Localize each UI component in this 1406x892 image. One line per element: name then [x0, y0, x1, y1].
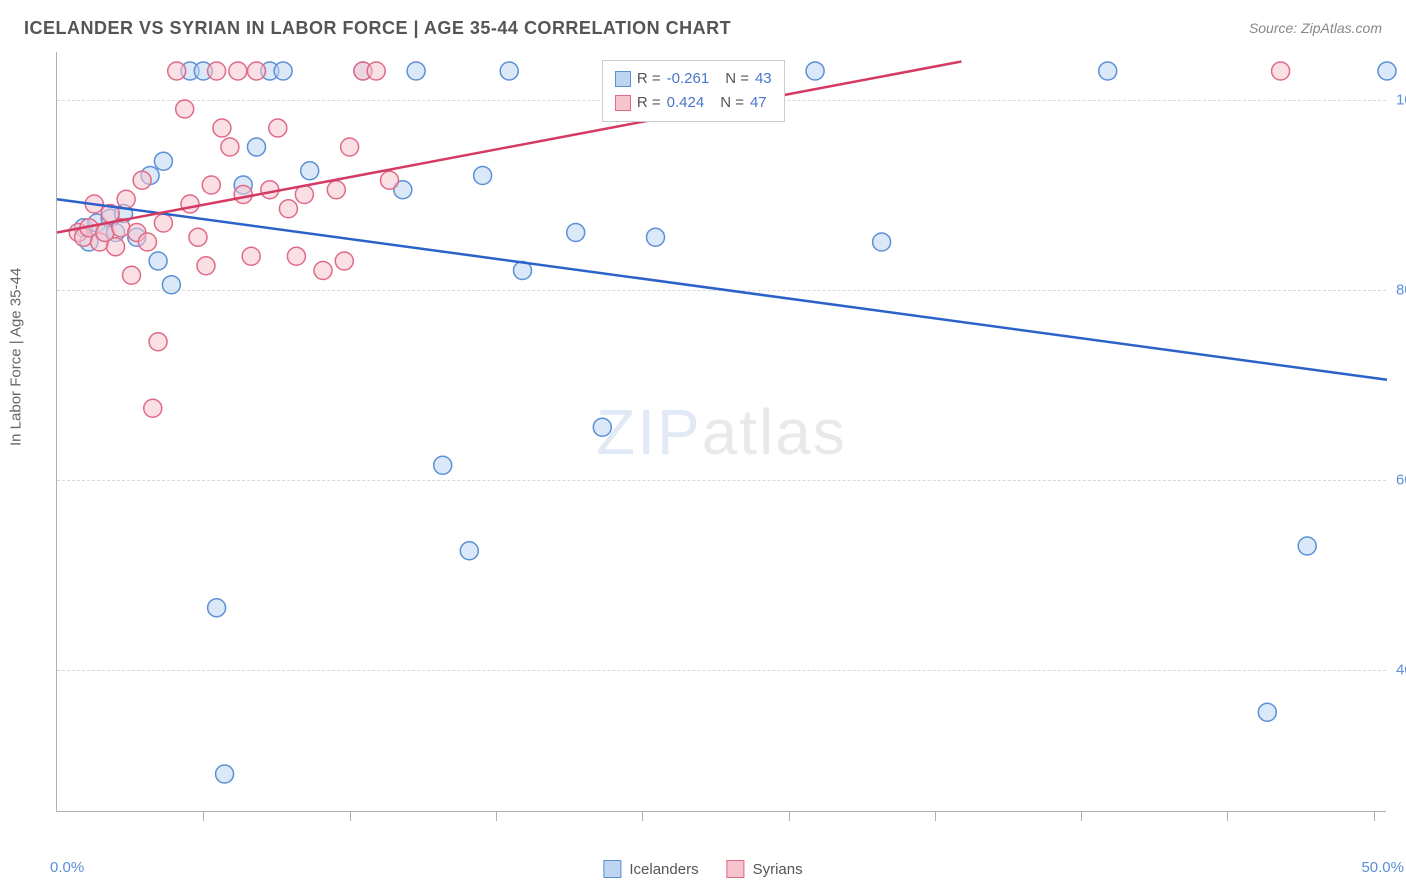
scatter-point: [242, 247, 260, 265]
legend-r-label: R =: [637, 67, 661, 91]
x-tick: [642, 811, 643, 821]
legend-r-value: 0.424: [667, 91, 705, 115]
legend-n-value: 47: [750, 91, 767, 115]
scatter-point: [647, 228, 665, 246]
scatter-point: [1272, 62, 1290, 80]
legend-n-value: 43: [755, 67, 772, 91]
scatter-svg: [57, 52, 1386, 811]
legend-n-label: N =: [725, 67, 749, 91]
scatter-point: [287, 247, 305, 265]
scatter-point: [221, 138, 239, 156]
scatter-point: [301, 162, 319, 180]
x-tick: [935, 811, 936, 821]
scatter-point: [261, 181, 279, 199]
x-tick: [789, 811, 790, 821]
x-axis-start-label: 0.0%: [50, 859, 84, 876]
legend-r-label: R =: [637, 91, 661, 115]
scatter-point: [1298, 537, 1316, 555]
scatter-point: [154, 214, 172, 232]
legend-n-label: N =: [720, 91, 744, 115]
scatter-point: [144, 399, 162, 417]
scatter-point: [208, 599, 226, 617]
scatter-point: [274, 62, 292, 80]
series-legend-item: Icelanders: [603, 860, 698, 878]
scatter-point: [314, 262, 332, 280]
x-tick: [350, 811, 351, 821]
scatter-point: [381, 171, 399, 189]
scatter-point: [117, 190, 135, 208]
scatter-point: [593, 418, 611, 436]
scatter-point: [327, 181, 345, 199]
scatter-point: [216, 765, 234, 783]
scatter-point: [138, 233, 156, 251]
scatter-point: [197, 257, 215, 275]
series-legend: Icelanders Syrians: [603, 860, 802, 878]
x-tick: [1374, 811, 1375, 821]
y-tick-label: 60.0%: [1396, 471, 1406, 488]
legend-row: R =-0.261 N =43: [615, 67, 772, 91]
series-legend-label: Icelanders: [629, 861, 698, 878]
y-axis-title: In Labor Force | Age 35-44: [8, 268, 25, 446]
scatter-point: [154, 152, 172, 170]
scatter-point: [873, 233, 891, 251]
legend-swatch: [615, 71, 631, 87]
scatter-point: [1258, 703, 1276, 721]
scatter-point: [460, 542, 478, 560]
legend-swatch: [603, 860, 621, 878]
x-tick: [496, 811, 497, 821]
scatter-point: [176, 100, 194, 118]
trend-line: [57, 199, 1387, 380]
scatter-point: [367, 62, 385, 80]
legend-r-value: -0.261: [667, 67, 710, 91]
scatter-point: [341, 138, 359, 156]
scatter-point: [295, 186, 313, 204]
legend-swatch: [727, 860, 745, 878]
scatter-point: [806, 62, 824, 80]
scatter-point: [189, 228, 207, 246]
scatter-point: [434, 456, 452, 474]
scatter-point: [162, 276, 180, 294]
scatter-point: [567, 224, 585, 242]
scatter-point: [335, 252, 353, 270]
scatter-point: [208, 62, 226, 80]
scatter-point: [1099, 62, 1117, 80]
series-legend-item: Syrians: [727, 860, 803, 878]
scatter-point: [229, 62, 247, 80]
scatter-point: [168, 62, 186, 80]
legend-row: R =0.424 N =47: [615, 91, 772, 115]
chart-plot-area: 40.0%60.0%80.0%100.0% ZIPatlas R =-0.261…: [56, 52, 1386, 812]
scatter-point: [149, 252, 167, 270]
scatter-point: [500, 62, 518, 80]
scatter-point: [149, 333, 167, 351]
x-tick: [1081, 811, 1082, 821]
scatter-point: [248, 138, 266, 156]
scatter-point: [248, 62, 266, 80]
scatter-point: [269, 119, 287, 137]
scatter-point: [234, 186, 252, 204]
scatter-point: [1378, 62, 1396, 80]
x-tick: [1227, 811, 1228, 821]
y-tick-label: 100.0%: [1396, 91, 1406, 108]
source-label: Source: ZipAtlas.com: [1249, 20, 1382, 36]
y-tick-label: 40.0%: [1396, 661, 1406, 678]
x-axis-end-label: 50.0%: [1361, 859, 1404, 876]
scatter-point: [122, 266, 140, 284]
scatter-point: [279, 200, 297, 218]
scatter-point: [474, 167, 492, 185]
legend-swatch: [615, 95, 631, 111]
y-tick-label: 80.0%: [1396, 281, 1406, 298]
correlation-legend: R =-0.261N =43R =0.424N =47: [602, 60, 785, 122]
scatter-point: [202, 176, 220, 194]
series-legend-label: Syrians: [753, 861, 803, 878]
scatter-point: [107, 238, 125, 256]
x-tick: [203, 811, 204, 821]
scatter-point: [181, 195, 199, 213]
scatter-point: [133, 171, 151, 189]
scatter-point: [407, 62, 425, 80]
chart-title: ICELANDER VS SYRIAN IN LABOR FORCE | AGE…: [24, 18, 731, 39]
scatter-point: [213, 119, 231, 137]
trend-line: [57, 62, 961, 233]
